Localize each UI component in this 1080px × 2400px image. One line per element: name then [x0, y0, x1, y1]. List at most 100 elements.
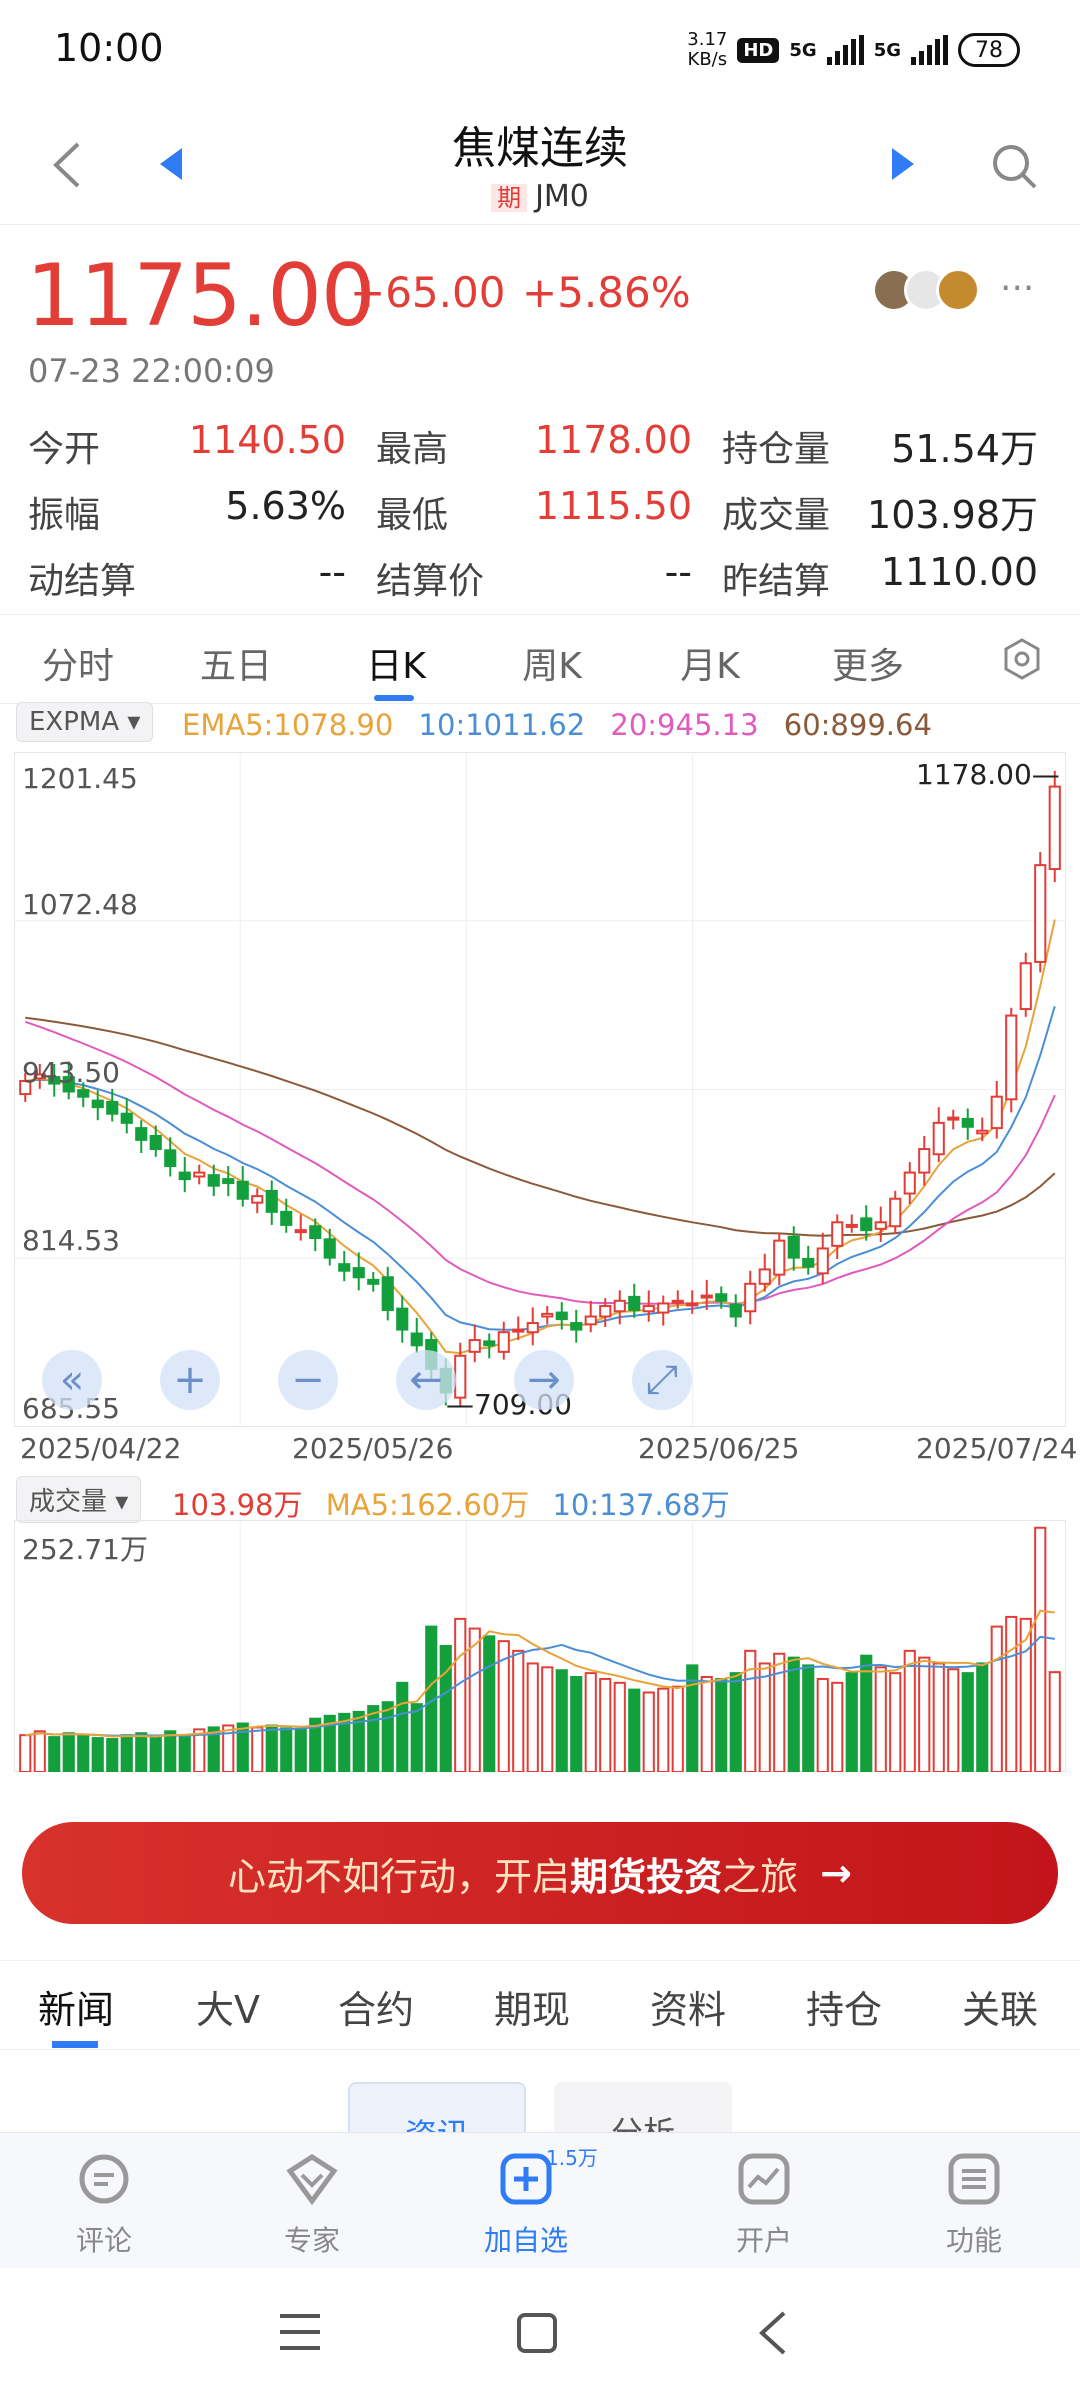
- price-change-percent: +5.86%: [522, 268, 691, 317]
- volume-bar: [526, 1662, 539, 1772]
- volume-bar: [642, 1691, 655, 1772]
- volume-bar: [715, 1677, 728, 1772]
- candle: [294, 1229, 307, 1234]
- last-price: 1175.00: [26, 246, 376, 346]
- price-change: +65.00: [350, 268, 506, 317]
- ema60-line: [25, 1016, 1056, 1237]
- candle: [671, 1299, 684, 1304]
- indicator-select[interactable]: EXPMA ▾: [16, 702, 154, 742]
- ema5-line: [25, 919, 1056, 1355]
- next-contract-icon[interactable]: [892, 148, 914, 180]
- zoom-in-icon[interactable]: +: [160, 1350, 220, 1410]
- candle: [570, 1322, 583, 1331]
- chart-tab[interactable]: 分时: [41, 646, 114, 687]
- hd-icon: HD: [737, 37, 780, 63]
- prev-contract-icon[interactable]: [160, 148, 182, 180]
- candle: [207, 1174, 220, 1187]
- volume-bar: [135, 1732, 148, 1772]
- x-tick-label: 2025/06/25: [638, 1432, 800, 1465]
- chart-tab[interactable]: 日K: [366, 646, 426, 687]
- volume-bar: [164, 1730, 177, 1772]
- candle: [1005, 1014, 1018, 1101]
- nav-open-account[interactable]: 开户: [704, 2151, 824, 2259]
- candle: [758, 1268, 771, 1285]
- stat-label: 今开: [28, 429, 101, 470]
- chart-tab[interactable]: 更多: [831, 646, 904, 687]
- content-tab[interactable]: 持仓: [805, 1988, 882, 2032]
- content-tab[interactable]: 期现: [493, 1988, 570, 2032]
- fullscreen-icon[interactable]: ⤢: [632, 1350, 692, 1410]
- arrow-right-icon: →: [820, 1851, 852, 1895]
- volume-ma10-line: [25, 1635, 1055, 1737]
- chart-tab[interactable]: 月K: [680, 646, 740, 687]
- volume-bar: [889, 1672, 902, 1772]
- back-icon[interactable]: [48, 140, 88, 190]
- volume-bar: [976, 1662, 989, 1772]
- more-icon[interactable]: ···: [1000, 268, 1035, 309]
- chart-tab[interactable]: 五日: [199, 646, 272, 687]
- menu-icon[interactable]: [278, 2312, 322, 2352]
- volume-bar: [352, 1710, 365, 1772]
- scroll-left-icon[interactable]: «: [42, 1350, 102, 1410]
- candle: [1048, 785, 1061, 871]
- volume-bar: [903, 1649, 916, 1772]
- volume-bar: [961, 1672, 974, 1772]
- volume-indicator-select[interactable]: 成交量 ▾: [16, 1476, 142, 1523]
- volume-bar: [990, 1625, 1003, 1772]
- candle: [700, 1294, 713, 1299]
- nav-add-watchlist[interactable]: 加自选: [466, 2151, 586, 2259]
- y-tick-label: 1201.45: [22, 762, 138, 795]
- ema20-value: 20:945.13: [610, 708, 759, 742]
- volume-ma10-value: 10:137.68万: [552, 1488, 730, 1522]
- chart-tab[interactable]: 周K: [522, 646, 582, 687]
- volume-chart[interactable]: [14, 1520, 1066, 1772]
- pan-left-icon[interactable]: ←: [396, 1350, 456, 1410]
- content-tab[interactable]: 资料: [649, 1988, 726, 2032]
- candle: [309, 1225, 322, 1240]
- y-tick-label: 1072.48: [22, 888, 138, 921]
- candle: [990, 1095, 1003, 1130]
- watchlist-count-badge: 1.5万: [546, 2146, 598, 2170]
- volume-bar: [744, 1649, 757, 1772]
- volume-bar: [860, 1654, 873, 1772]
- zoom-out-icon[interactable]: −: [278, 1350, 338, 1410]
- volume-bar: [628, 1688, 641, 1772]
- candle: [874, 1221, 887, 1230]
- content-tab[interactable]: 新闻: [37, 1988, 114, 2032]
- net-speed: 3.17 KB/s: [687, 29, 728, 70]
- ema5-value: EMA5:1078.90: [182, 708, 394, 742]
- stat-label: 昨结算: [722, 561, 831, 602]
- comment-icon: [79, 2154, 129, 2204]
- candle: [613, 1299, 626, 1313]
- volume-bar: [454, 1617, 467, 1772]
- bottom-nav: 评论 专家 加自选 开户 功能: [0, 2132, 1080, 2268]
- search-icon[interactable]: [990, 142, 1038, 190]
- candle: [468, 1339, 481, 1353]
- content-tab[interactable]: 合约: [337, 1988, 414, 2032]
- content-tab[interactable]: 大V: [196, 1988, 260, 2032]
- candle: [236, 1180, 249, 1200]
- stat-label: 结算价: [376, 561, 485, 602]
- promo-banner[interactable]: 心动不如行动，开启 期货投资 之旅 →: [22, 1822, 1058, 1924]
- nav-expert[interactable]: 专家: [252, 2151, 372, 2259]
- volume-ma5-line: [25, 1609, 1055, 1738]
- volume-bar: [468, 1627, 481, 1772]
- volume-bar: [584, 1672, 597, 1772]
- settings-icon[interactable]: [1000, 637, 1044, 681]
- nav-function[interactable]: 功能: [914, 2151, 1034, 2259]
- kline-chart[interactable]: [14, 752, 1066, 1427]
- volume-bar: [193, 1728, 206, 1772]
- content-tab[interactable]: 关联: [961, 1988, 1038, 2032]
- system-back-icon[interactable]: [756, 2310, 790, 2356]
- user-avatars[interactable]: [872, 268, 980, 312]
- open-account-icon: [738, 2153, 790, 2205]
- volume-values: 103.98万 MA5:162.60万 10:137.68万: [172, 1482, 730, 1524]
- nav-comment[interactable]: 评论: [44, 2151, 164, 2259]
- pan-right-icon[interactable]: →: [514, 1350, 574, 1410]
- function-icon: [948, 2153, 1000, 2205]
- candle: [787, 1235, 800, 1259]
- volume-bar: [19, 1734, 32, 1772]
- candle: [961, 1117, 974, 1128]
- home-icon[interactable]: [516, 2312, 558, 2354]
- volume-bar: [671, 1685, 684, 1772]
